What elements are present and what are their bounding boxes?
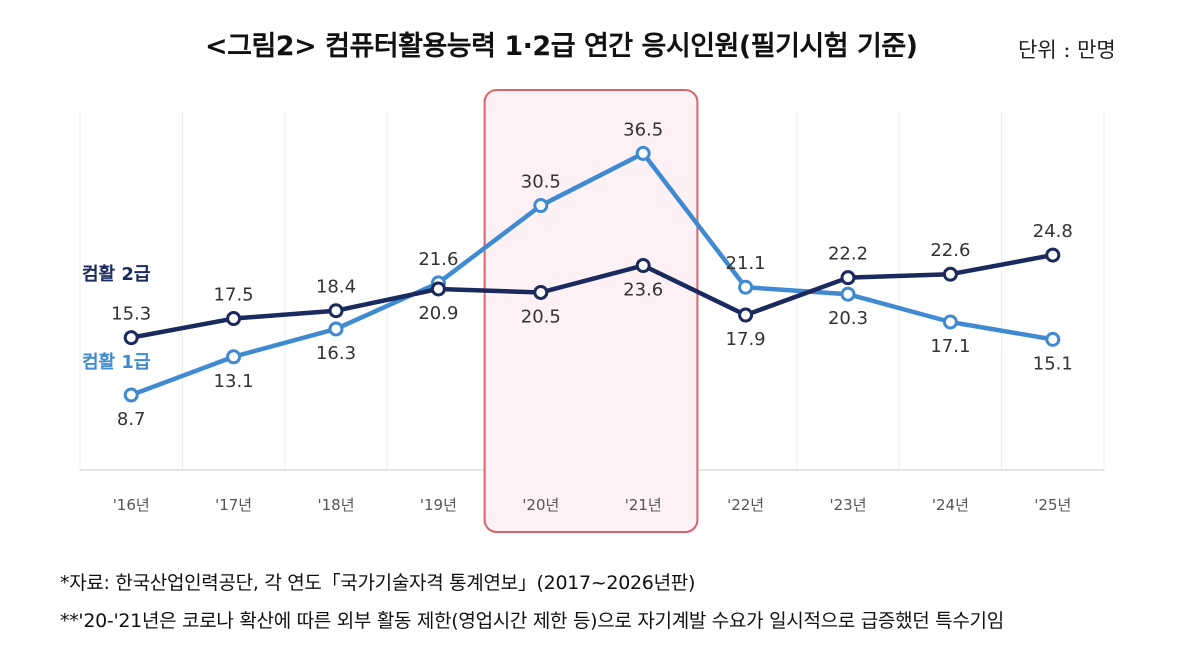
data-label-grade2: 22.6 xyxy=(930,240,970,261)
data-point-grade2 xyxy=(840,270,856,286)
chart-title: <그림2> 컴퓨터활용능력 1·2급 연간 응시인원(필기시험 기준) xyxy=(205,31,918,62)
data-point-grade1 xyxy=(123,387,139,403)
data-label-grade1: 15.1 xyxy=(1033,353,1073,374)
data-point-grade2 xyxy=(738,307,754,323)
data-label-grade1: 21.1 xyxy=(726,253,766,274)
line-chart: '16년 '17년 '18년 '19년 '20년 '21년 '22년 '23년 '24년 '25년… xyxy=(79,89,1105,533)
data-point-grade1 xyxy=(226,349,242,365)
data-point-grade2 xyxy=(226,311,242,327)
data-label-grade2: 24.8 xyxy=(1033,221,1073,242)
data-label-grade2: 17.5 xyxy=(214,285,254,306)
data-point-grade2 xyxy=(635,258,651,274)
data-label-grade2: 15.3 xyxy=(111,304,151,325)
data-label-grade1: 30.5 xyxy=(521,172,561,193)
label-layer: '16년 '17년 '18년 '19년 '20년 '21년 '22년 '23년 '24년 '25년… xyxy=(82,119,1073,514)
data-point-grade2 xyxy=(1045,247,1061,263)
data-label-grade2: 18.4 xyxy=(316,277,356,298)
x-tick-label: '22년 xyxy=(727,496,764,514)
x-tick-label: '16년 xyxy=(113,496,150,514)
data-label-grade2: 17.9 xyxy=(726,329,766,350)
source-note: *자료: 한국산업인력공단, 각 연도「국가기술자격 통계연보」(2017~20… xyxy=(60,572,696,594)
series-line-grade1 xyxy=(128,151,1056,398)
data-point-grade2 xyxy=(533,284,549,300)
highlight-box xyxy=(483,89,699,533)
data-label-grade2: 20.9 xyxy=(418,303,458,324)
data-label-grade1: 20.3 xyxy=(828,308,868,329)
data-point-grade1 xyxy=(328,321,344,337)
data-point-grade2 xyxy=(123,330,139,346)
x-tick-label: '24년 xyxy=(932,496,969,514)
data-label-grade1: 8.7 xyxy=(117,409,146,430)
data-label-grade1: 36.5 xyxy=(623,119,663,140)
data-label-grade1: 17.1 xyxy=(930,336,970,357)
data-point-grade1 xyxy=(942,314,958,330)
data-point-grade2 xyxy=(430,281,446,297)
data-point-grade1 xyxy=(840,286,856,302)
x-tick-label: '23년 xyxy=(829,496,866,514)
series-line-grade2 xyxy=(128,252,1056,340)
x-tick-label: '21년 xyxy=(625,496,662,514)
data-label-grade1: 13.1 xyxy=(214,371,254,392)
data-point-grade1 xyxy=(1045,331,1061,347)
data-point-grade1 xyxy=(635,145,651,161)
unit-label: 단위 : 만명 xyxy=(1018,38,1116,62)
series-label-grade1: 컴활 1급 xyxy=(82,352,150,373)
covid-note: **'20-'21년은 코로나 확산에 따른 외부 활동 제한(영업시간 제한 … xyxy=(60,610,1004,632)
highlight-layer xyxy=(483,89,699,533)
data-label-grade1: 16.3 xyxy=(316,343,356,364)
data-label-grade1: 21.6 xyxy=(418,249,458,270)
x-tick-label: '20년 xyxy=(522,496,559,514)
data-point-grade2 xyxy=(328,303,344,319)
x-tick-label: '19년 xyxy=(420,496,457,514)
x-tick-label: '18년 xyxy=(317,496,354,514)
x-tick-label: '17년 xyxy=(215,496,252,514)
data-label-grade2: 23.6 xyxy=(623,280,663,301)
x-tick-label: '25년 xyxy=(1034,496,1071,514)
data-point-grade2 xyxy=(942,266,958,282)
data-point-grade1 xyxy=(738,279,754,295)
series-layer xyxy=(123,145,1061,403)
data-label-grade2: 20.5 xyxy=(521,306,561,327)
series-label-grade2: 컴활 2급 xyxy=(82,264,150,285)
data-point-grade1 xyxy=(533,198,549,214)
data-label-grade2: 22.2 xyxy=(828,244,868,265)
